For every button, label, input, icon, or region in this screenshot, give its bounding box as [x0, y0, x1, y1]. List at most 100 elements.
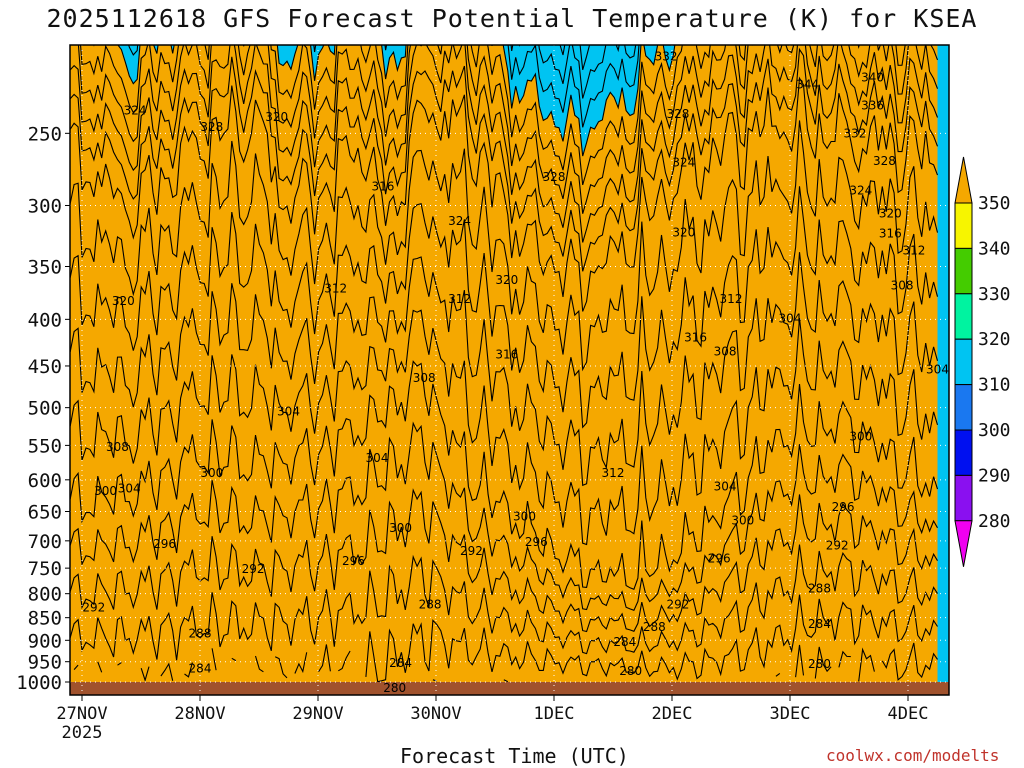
contour-label: 292: [460, 544, 483, 558]
contour-label: 308: [106, 440, 129, 454]
x-tick-label: 2DEC: [652, 704, 693, 724]
x-tick-label: 1DEC: [534, 704, 575, 724]
contour-label: 316: [371, 180, 394, 194]
contour-label: 316: [495, 347, 518, 361]
contour-316: [70, 120, 939, 372]
contour-label: 296: [708, 552, 731, 566]
contour-348: [510, 45, 637, 99]
contour-label: 296: [525, 535, 548, 549]
contour-label: 312: [324, 281, 347, 295]
colorbar-tick-label: 280: [978, 511, 1011, 532]
colorbar-swatch: [954, 384, 973, 431]
contour-label: 296: [342, 554, 365, 568]
contour-label: 328: [200, 120, 223, 134]
y-tick-label: 350: [28, 256, 62, 278]
contour-label: 284: [808, 617, 831, 631]
contour-label: 304: [277, 405, 300, 419]
colorbar-swatch: [954, 338, 973, 386]
contour-label: 280: [808, 657, 831, 671]
y-tick-label: 800: [28, 584, 62, 606]
contour-300: [70, 360, 939, 591]
contour-344: [128, 45, 640, 128]
contour-label: 320: [112, 294, 135, 308]
colorbar-swatch: [954, 474, 973, 522]
x-tick-label: 4DEC: [888, 704, 929, 724]
contour-label: 344: [796, 78, 819, 92]
pressure-axis: 2503003504004505005506006507007508008509…: [16, 123, 70, 694]
x-tick-label: 29NOV: [292, 704, 343, 724]
y-tick-label: 600: [28, 470, 62, 492]
contour-label: 340: [861, 70, 884, 84]
contour-label: 288: [808, 582, 831, 596]
colorbar-tick-label: 320: [978, 329, 1011, 350]
contour-label: 284: [189, 661, 212, 675]
colorbar-tick-label: 330: [978, 284, 1011, 305]
contour-label: 284: [613, 635, 636, 649]
contour-label: 324: [124, 104, 147, 118]
contour-312: [70, 186, 939, 429]
contour-336: [80, 45, 939, 186]
colorbar-swatch: [954, 202, 973, 249]
contour-label: 332: [843, 126, 866, 140]
contour-label: 308: [714, 345, 737, 359]
contour-label: 320: [265, 110, 288, 124]
contour-label: 332: [655, 50, 678, 64]
contour-label: 288: [643, 620, 666, 634]
contour-label: 320: [879, 206, 902, 220]
contour-label: 312: [720, 292, 743, 306]
contour-label: 324: [849, 184, 872, 198]
x-tick-label: 3DEC: [770, 704, 811, 724]
y-tick-label: 700: [28, 531, 62, 553]
y-tick-label: 650: [28, 502, 62, 524]
contour-label: 300: [94, 484, 117, 498]
contour-label: 296: [153, 537, 176, 551]
contour-292: [70, 488, 938, 633]
x-tick-label: 30NOV: [410, 704, 461, 724]
y-tick-label: 900: [28, 630, 62, 652]
contour-label: 292: [82, 600, 105, 614]
colorbar-cap-top: [954, 156, 973, 204]
source-credit[interactable]: coolwx.com/modelts: [826, 746, 1000, 765]
contour-320: [70, 76, 939, 312]
y-tick-label: 750: [28, 558, 62, 580]
contour-label: 288: [419, 597, 442, 611]
colorbar-tick-label: 290: [978, 465, 1011, 486]
contour-label: 312: [902, 243, 925, 257]
contour-label: 328: [543, 170, 566, 184]
contour-label: 300: [389, 521, 412, 535]
contour-label: 304: [118, 481, 141, 495]
plot-area: 3243283203203163123243203123163083043043…: [69, 44, 950, 696]
x-tick-sublabel: 2025: [62, 723, 103, 743]
contour-328: [70, 45, 939, 243]
y-tick-label: 250: [28, 123, 62, 145]
colorbar-tick-label: 300: [978, 420, 1011, 441]
contour-label: 280: [383, 681, 406, 695]
contour-label: 300: [731, 514, 754, 528]
colorbar-tick-label: 340: [978, 238, 1011, 259]
colorbar-tick-label: 310: [978, 375, 1011, 396]
contour-label: 280: [619, 664, 642, 678]
y-tick-label: 1000: [16, 672, 62, 694]
colorbar-swatch: [954, 293, 973, 340]
contour-label: 284: [389, 656, 412, 670]
contour-label: 308: [413, 371, 436, 385]
colorbar-cap-bottom: [954, 520, 973, 567]
colorbar-tick-label: 350: [978, 193, 1011, 214]
contour-296: [70, 421, 938, 611]
chart-title: 2025112618 GFS Forecast Potential Temper…: [46, 4, 978, 33]
contour-label: 316: [879, 226, 902, 240]
contour-label: 304: [779, 311, 802, 325]
contour-label: 324: [448, 214, 471, 228]
colorbar-swatch: [954, 247, 973, 295]
contour-label: 304: [366, 451, 389, 465]
contour-324: [70, 47, 939, 272]
contour-label: 292: [826, 538, 849, 552]
contour-280: [432, 642, 938, 683]
x-axis-label: Forecast Time (UTC): [400, 744, 629, 768]
contour-label: 292: [666, 597, 689, 611]
y-tick-label: 450: [28, 356, 62, 378]
contour-lines: [70, 45, 939, 683]
contour-labels: 3243283203203163123243203123163083043043…: [82, 50, 949, 695]
contour-label: 288: [189, 627, 212, 641]
